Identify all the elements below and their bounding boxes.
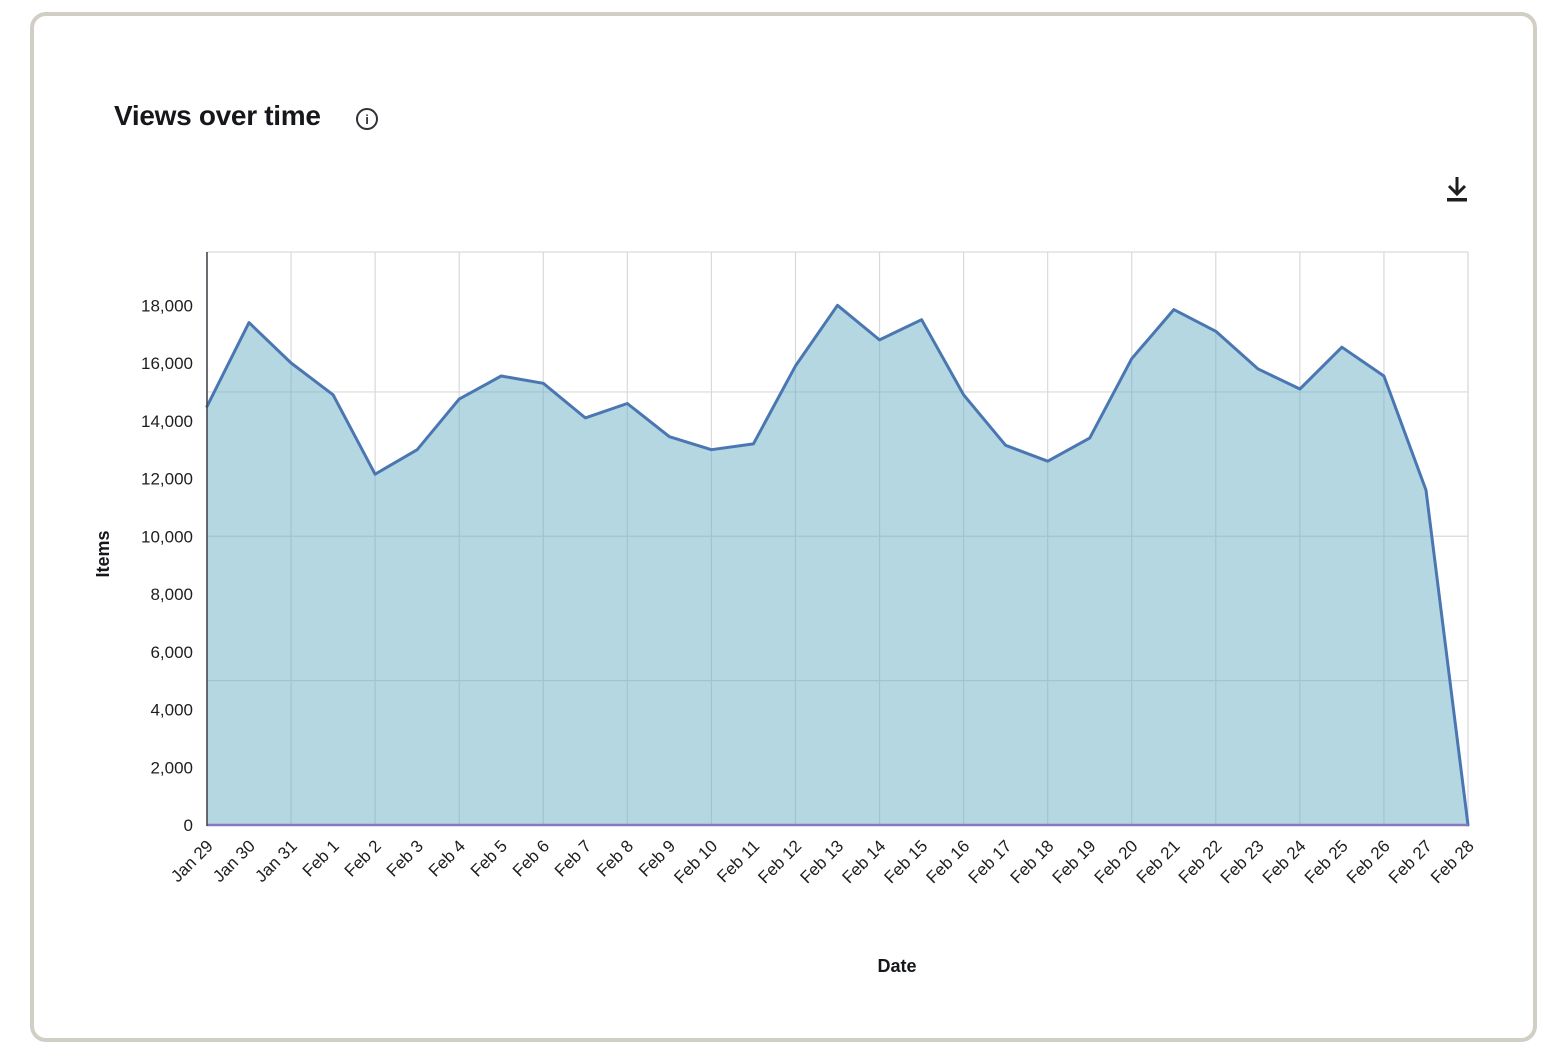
x-tick-label: Feb 22 bbox=[1175, 836, 1226, 887]
x-tick-label: Feb 5 bbox=[467, 836, 511, 880]
download-button[interactable] bbox=[1436, 169, 1478, 211]
x-tick-label: Feb 6 bbox=[509, 836, 553, 880]
x-tick-label: Feb 27 bbox=[1385, 836, 1436, 887]
y-tick-label: 4,000 bbox=[150, 701, 193, 720]
x-tick-label: Jan 29 bbox=[167, 836, 217, 886]
y-tick-labels: 0 2,000 4,000 6,000 8,000 10,000 12,000 14,000 1… bbox=[141, 296, 193, 835]
y-tick-label: 18,000 bbox=[141, 296, 193, 315]
y-tick-label: 2,000 bbox=[150, 758, 193, 777]
info-icon[interactable]: i bbox=[356, 108, 378, 130]
x-tick-label: Feb 19 bbox=[1049, 836, 1100, 887]
x-tick-label: Feb 11 bbox=[713, 836, 763, 886]
x-tick-label: Feb 10 bbox=[670, 836, 721, 887]
download-icon bbox=[1447, 177, 1467, 202]
y-tick-label: 12,000 bbox=[141, 470, 193, 489]
x-tick-label: Feb 17 bbox=[965, 836, 1016, 887]
x-tick-label: Jan 31 bbox=[251, 836, 301, 886]
chart-title: Views over time bbox=[114, 100, 321, 131]
x-tick-label: Feb 25 bbox=[1301, 836, 1352, 887]
x-axis-title: Date bbox=[877, 956, 917, 976]
series-line bbox=[205, 303, 1470, 827]
y-tick-label: 14,000 bbox=[141, 412, 193, 431]
x-tick-label: Feb 2 bbox=[341, 836, 385, 880]
y-tick-label: 6,000 bbox=[150, 643, 193, 662]
x-tick-label: Jan 30 bbox=[209, 836, 259, 886]
x-tick-label: Feb 24 bbox=[1259, 836, 1310, 887]
x-tick-label: Feb 18 bbox=[1007, 836, 1058, 887]
y-tick-label: 16,000 bbox=[141, 354, 193, 373]
x-tick-label: Feb 12 bbox=[754, 836, 805, 887]
line-series bbox=[205, 303, 1470, 827]
area-series-fill bbox=[207, 305, 1468, 825]
y-tick-label: 8,000 bbox=[150, 585, 193, 604]
x-tick-label: Feb 20 bbox=[1091, 836, 1142, 887]
x-tick-label: Feb 1 bbox=[299, 836, 343, 880]
x-tick-label: Feb 26 bbox=[1343, 836, 1394, 887]
x-tick-label: Feb 4 bbox=[425, 836, 469, 880]
x-tick-label: Feb 15 bbox=[881, 836, 932, 887]
x-tick-label: Feb 3 bbox=[383, 836, 427, 880]
y-tick-label: 0 bbox=[184, 816, 193, 835]
x-tick-label: Feb 8 bbox=[593, 836, 637, 880]
x-tick-label: Feb 13 bbox=[796, 836, 847, 887]
x-tick-label: Feb 7 bbox=[551, 836, 595, 880]
x-tick-label: Feb 23 bbox=[1217, 836, 1268, 887]
area-fill bbox=[207, 305, 1468, 825]
x-tick-label: Feb 16 bbox=[923, 836, 974, 887]
x-tick-label: Feb 14 bbox=[838, 836, 889, 887]
x-tick-label: Feb 21 bbox=[1133, 836, 1184, 887]
plot-borders bbox=[207, 251, 1469, 825]
x-tick-label: Feb 28 bbox=[1427, 836, 1478, 887]
y-tick-label: 10,000 bbox=[141, 527, 193, 546]
